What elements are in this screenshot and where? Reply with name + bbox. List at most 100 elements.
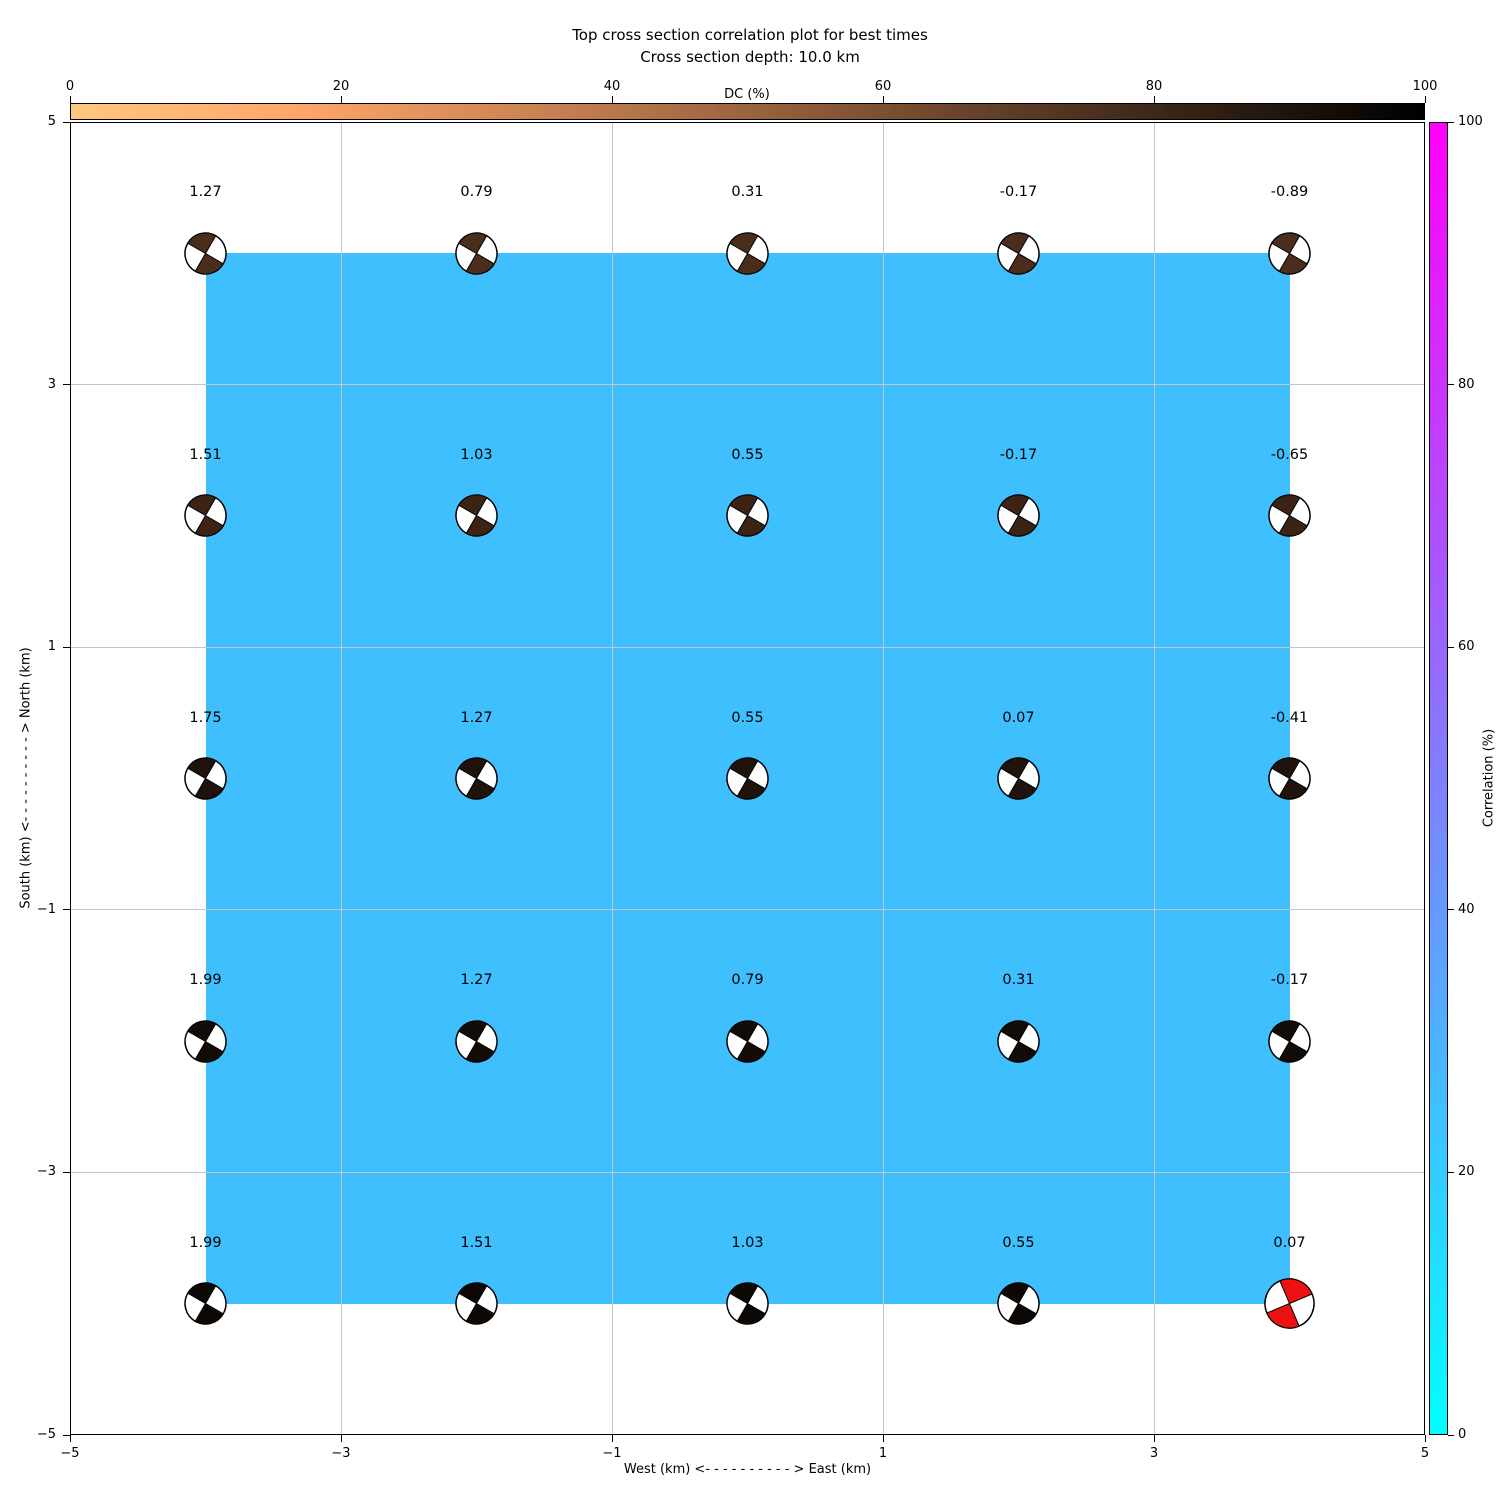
x-tick-label: 5: [1420, 1446, 1430, 1461]
beachball: [181, 491, 230, 540]
y-tick-label: 3: [47, 376, 56, 392]
value-label: -0.17: [999, 446, 1038, 463]
beachball: [723, 754, 772, 803]
value-label: 0.55: [1002, 1234, 1035, 1251]
value-label: 1.75: [189, 709, 222, 726]
beachball-icon: [455, 1019, 498, 1063]
y-tick-mark: [63, 1434, 70, 1436]
value-label: 0.79: [460, 184, 493, 201]
beachball: [181, 1279, 230, 1328]
beachball: [452, 491, 501, 540]
beachball-icon: [1268, 1019, 1311, 1063]
value-label: 1.03: [460, 446, 493, 463]
beachball-icon: [997, 757, 1040, 800]
plot-title: Top cross section correlation plot for b…: [0, 24, 1500, 68]
beachball: [452, 1017, 501, 1066]
beachball-icon: [997, 494, 1040, 538]
beachball-icon: [1268, 494, 1311, 538]
value-label: 1.27: [189, 184, 222, 201]
beachball: [181, 229, 230, 278]
beachball: [452, 229, 501, 278]
beachball-icon: [726, 1019, 769, 1063]
beachball: [452, 754, 501, 803]
gridline-vertical: [1153, 122, 1155, 1435]
dc-tick-label: 100: [1412, 79, 1438, 94]
correlation-tick-label: 40: [1458, 901, 1475, 917]
value-label: 0.07: [1273, 1234, 1306, 1251]
x-tick-label: −5: [60, 1446, 80, 1461]
y-tick-mark: [63, 1171, 70, 1173]
title-line2: Cross section depth: 10.0 km: [640, 48, 860, 66]
x-axis-label: West (km) <- - - - - - - - - - > East (k…: [623, 1462, 872, 1477]
correlation-tick-mark: [1448, 646, 1454, 648]
dc-tick-mark: [69, 96, 71, 103]
correlation-colorbar: [1429, 122, 1448, 1435]
y-tick-mark: [63, 121, 70, 123]
value-label: 0.55: [731, 709, 764, 726]
value-label: 1.99: [189, 972, 222, 989]
dc-tick-label: 60: [874, 79, 892, 94]
beachball: [723, 229, 772, 278]
beachball-icon: [997, 232, 1040, 275]
dc-tick-mark: [1153, 96, 1155, 103]
beachball-icon: [997, 1282, 1040, 1325]
x-tick-label: −3: [331, 1446, 351, 1461]
gridline-horizontal: [70, 384, 1425, 386]
dc-tick-label: 40: [603, 79, 621, 94]
y-tick-label: 5: [47, 114, 56, 129]
x-tick-mark: [611, 1435, 613, 1442]
beachball-icon: [997, 1019, 1040, 1063]
value-label: 1.51: [189, 446, 222, 463]
beachball-icon: [184, 494, 227, 538]
value-label: 0.31: [731, 184, 764, 201]
beachball-icon: [726, 757, 769, 800]
x-tick-label: −1: [602, 1446, 622, 1461]
correlation-tick-label: 60: [1458, 639, 1475, 655]
correlation-tick-label: 20: [1458, 1164, 1475, 1180]
gridline-vertical: [882, 122, 884, 1435]
beachball: [994, 229, 1043, 278]
beachball: [994, 491, 1043, 540]
x-tick-mark: [1424, 1435, 1426, 1442]
gridline-vertical: [611, 122, 613, 1435]
gridline-vertical: [340, 122, 342, 1435]
x-tick-mark: [1153, 1435, 1155, 1442]
dc-colorbar-label: DC (%): [724, 87, 770, 102]
value-label: 1.03: [731, 1234, 764, 1251]
value-label: -0.65: [1270, 446, 1309, 463]
beachball: [994, 754, 1043, 803]
beachball-icon: [1268, 757, 1311, 800]
value-label: -0.41: [1270, 709, 1309, 726]
correlation-tick-label: 80: [1458, 376, 1475, 392]
title-line1: Top cross section correlation plot for b…: [572, 26, 928, 44]
beachball: [723, 1279, 772, 1328]
beachball: [723, 1017, 772, 1066]
y-tick-label: −3: [36, 1164, 56, 1180]
gridline-horizontal: [70, 646, 1425, 648]
value-label: -0.17: [999, 184, 1038, 201]
beachball: [994, 1017, 1043, 1066]
highlighted-beachball-icon: [1264, 1278, 1315, 1329]
beachball: [181, 754, 230, 803]
beachball-icon: [184, 1019, 227, 1063]
dc-colorbar: [70, 103, 1425, 120]
x-tick-label: 3: [1149, 1446, 1159, 1461]
beachball: [1265, 491, 1314, 540]
gridline-horizontal: [70, 909, 1425, 911]
beachball: [1265, 229, 1314, 278]
dc-tick-mark: [340, 96, 342, 103]
correlation-tick-mark: [1448, 1434, 1454, 1436]
beachball: [723, 491, 772, 540]
beachball-icon: [1268, 232, 1311, 275]
y-tick-label: −1: [36, 901, 56, 917]
dc-tick-label: 80: [1145, 79, 1163, 94]
gridline-horizontal: [70, 1171, 1425, 1173]
value-label: 0.07: [1002, 709, 1035, 726]
beachball-icon: [455, 1282, 498, 1325]
dc-tick-label: 20: [332, 79, 350, 94]
y-tick-mark: [63, 384, 70, 386]
beachball-icon: [184, 757, 227, 800]
y-tick-mark: [63, 909, 70, 911]
correlation-tick-mark: [1448, 121, 1454, 123]
